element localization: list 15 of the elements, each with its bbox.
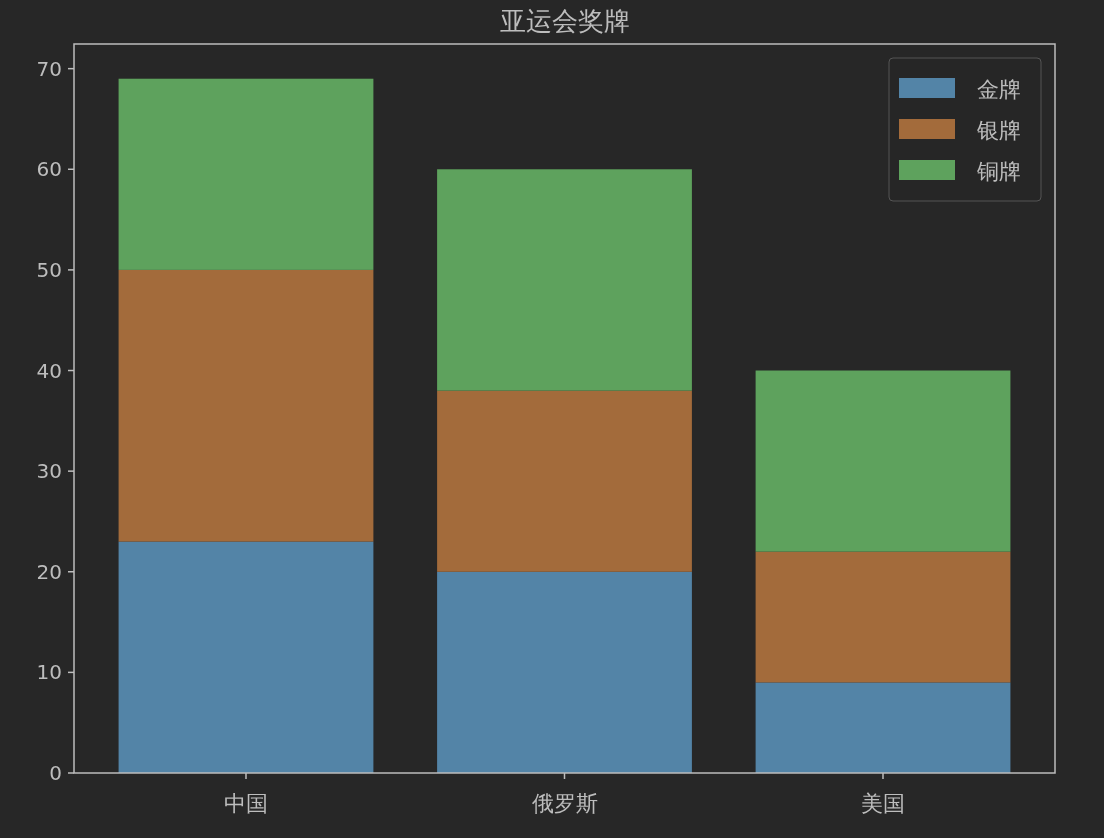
y-tick-label: 40 (36, 358, 62, 383)
y-tick-label: 10 (36, 660, 62, 685)
y-tick-label: 70 (36, 56, 62, 81)
legend-label: 银牌 (976, 118, 1021, 143)
chart-title: 亚运会奖牌 (499, 6, 630, 36)
y-tick-label: 30 (36, 459, 62, 484)
y-tick-label: 60 (36, 157, 62, 182)
y-tick-label: 50 (36, 257, 62, 282)
legend-label: 金牌 (977, 77, 1021, 102)
y-tick-label: 20 (36, 559, 62, 584)
x-tick-label: 俄罗斯 (531, 791, 598, 816)
x-tick-label: 中国 (223, 791, 268, 816)
x-tick-label: 美国 (861, 791, 906, 816)
legend-label: 铜牌 (976, 159, 1021, 184)
y-tick-label: 0 (49, 761, 62, 785)
